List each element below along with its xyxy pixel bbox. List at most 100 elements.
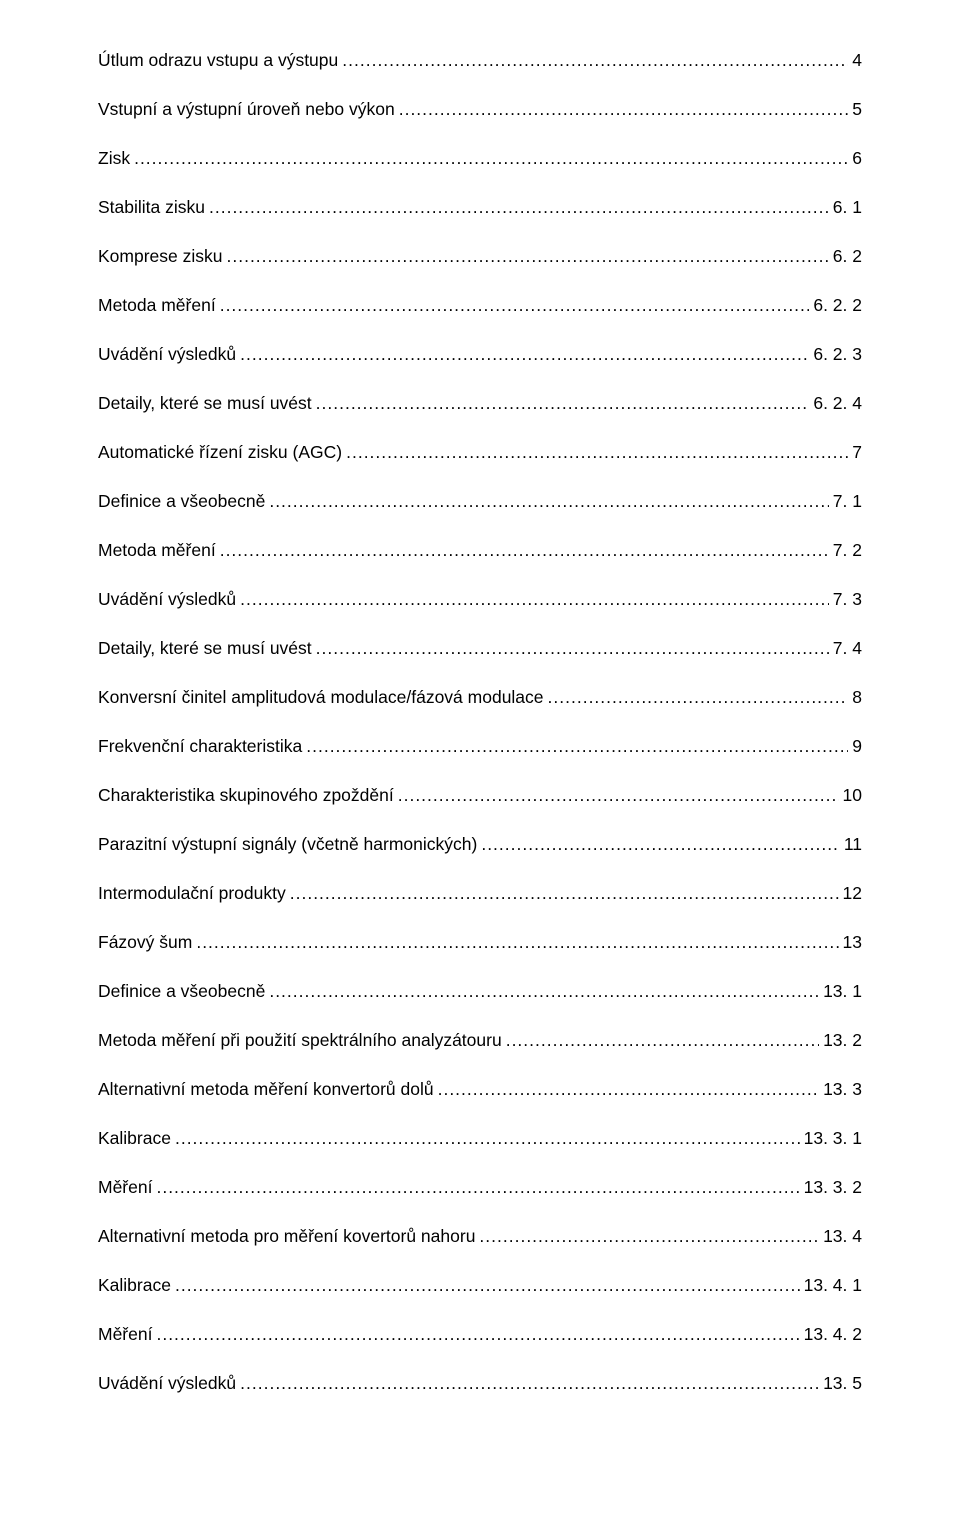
toc-entry: Kalibrace 13. 4. 1 [98, 1273, 862, 1298]
toc-title: Alternativní metoda měření konvertorů do… [98, 1077, 434, 1102]
toc-entry: Parazitní výstupní signály (včetně harmo… [98, 832, 862, 857]
toc-leader-dots [152, 1322, 799, 1347]
toc-entry: Měření 13. 4. 2 [98, 1322, 862, 1347]
toc-entry: Metoda měření 7. 2 [98, 538, 862, 563]
toc-entry: Intermodulační produkty 12 [98, 881, 862, 906]
toc-entry: Zisk 6 [98, 146, 862, 171]
toc-entry: Vstupní a výstupní úroveň nebo výkon 5 [98, 97, 862, 122]
toc-title: Metoda měření [98, 538, 216, 563]
toc-leader-dots [544, 685, 849, 710]
toc-title: Alternativní metoda pro měření kovertorů… [98, 1224, 475, 1249]
toc-entry: Metoda měření při použití spektrálního a… [98, 1028, 862, 1053]
toc-number: 7. 2 [829, 538, 862, 563]
toc-entry: Konversní činitel amplitudová modulace/f… [98, 685, 862, 710]
toc-leader-dots [265, 979, 819, 1004]
toc-entry: Komprese zisku 6. 2 [98, 244, 862, 269]
toc-number: 6. 1 [829, 195, 862, 220]
toc-number: 13. 1 [819, 979, 862, 1004]
toc-entry: Útlum odrazu vstupu a výstupu 4 [98, 48, 862, 73]
toc-number: 13. 4. 2 [800, 1322, 862, 1347]
toc-number: 13. 4 [819, 1224, 862, 1249]
toc-entry: Charakteristika skupinového zpoždění 10 [98, 783, 862, 808]
toc-entry: Uvádění výsledků 6. 2. 3 [98, 342, 862, 367]
toc-number: 9 [848, 734, 862, 759]
toc-number: 6. 2. 2 [809, 293, 862, 318]
toc-leader-dots [477, 832, 840, 857]
toc-title: Automatické řízení zisku (AGC) [98, 440, 342, 465]
toc-title: Stabilita zisku [98, 195, 205, 220]
toc-leader-dots [223, 244, 829, 269]
toc-title: Metoda měření [98, 293, 216, 318]
toc-entry: Alternativní metoda pro měření kovertorů… [98, 1224, 862, 1249]
toc-number: 7. 3 [829, 587, 862, 612]
toc-leader-dots [394, 783, 839, 808]
toc-leader-dots [171, 1273, 800, 1298]
table-of-contents: Útlum odrazu vstupu a výstupu 4 Vstupní … [98, 48, 862, 1396]
toc-leader-dots [312, 636, 829, 661]
toc-entry: Automatické řízení zisku (AGC) 7 [98, 440, 862, 465]
toc-entry: Měření 13. 3. 2 [98, 1175, 862, 1200]
toc-leader-dots [312, 391, 810, 416]
toc-number: 7. 1 [829, 489, 862, 514]
toc-leader-dots [236, 1371, 819, 1396]
toc-number: 4 [848, 48, 862, 73]
toc-title: Zisk [98, 146, 130, 171]
toc-title: Konversní činitel amplitudová modulace/f… [98, 685, 544, 710]
toc-number: 6. 2 [829, 244, 862, 269]
toc-title: Uvádění výsledků [98, 1371, 236, 1396]
toc-entry: Alternativní metoda měření konvertorů do… [98, 1077, 862, 1102]
toc-title: Fázový šum [98, 930, 192, 955]
toc-number: 12 [839, 881, 862, 906]
toc-entry: Frekvenční charakteristika 9 [98, 734, 862, 759]
toc-leader-dots [216, 293, 810, 318]
toc-leader-dots [338, 48, 848, 73]
toc-leader-dots [130, 146, 848, 171]
toc-number: 13. 3. 2 [800, 1175, 862, 1200]
toc-entry: Metoda měření 6. 2. 2 [98, 293, 862, 318]
toc-number: 5 [848, 97, 862, 122]
toc-number: 13. 5 [819, 1371, 862, 1396]
toc-entry: Detaily, které se musí uvést 7. 4 [98, 636, 862, 661]
toc-number: 13. 3 [819, 1077, 862, 1102]
toc-entry: Stabilita zisku 6. 1 [98, 195, 862, 220]
toc-leader-dots [171, 1126, 800, 1151]
toc-entry: Definice a všeobecně 13. 1 [98, 979, 862, 1004]
toc-number: 13. 3. 1 [800, 1126, 862, 1151]
toc-leader-dots [265, 489, 828, 514]
toc-leader-dots [236, 587, 829, 612]
toc-title: Kalibrace [98, 1273, 171, 1298]
toc-title: Parazitní výstupní signály (včetně harmo… [98, 832, 477, 857]
toc-title: Detaily, které se musí uvést [98, 636, 312, 661]
toc-leader-dots [502, 1028, 819, 1053]
toc-leader-dots [205, 195, 829, 220]
toc-title: Definice a všeobecně [98, 979, 265, 1004]
toc-number: 13. 2 [819, 1028, 862, 1053]
toc-leader-dots [216, 538, 829, 563]
toc-leader-dots [395, 97, 849, 122]
toc-leader-dots [302, 734, 848, 759]
toc-leader-dots [434, 1077, 819, 1102]
toc-title: Metoda měření při použití spektrálního a… [98, 1028, 502, 1053]
toc-title: Kalibrace [98, 1126, 171, 1151]
toc-leader-dots [342, 440, 848, 465]
toc-entry: Definice a všeobecně 7. 1 [98, 489, 862, 514]
toc-title: Detaily, které se musí uvést [98, 391, 312, 416]
toc-title: Měření [98, 1175, 152, 1200]
toc-title: Komprese zisku [98, 244, 223, 269]
toc-number: 6 [848, 146, 862, 171]
toc-title: Útlum odrazu vstupu a výstupu [98, 48, 338, 73]
toc-number: 6. 2. 4 [809, 391, 862, 416]
toc-title: Definice a všeobecně [98, 489, 265, 514]
toc-title: Uvádění výsledků [98, 342, 236, 367]
toc-entry: Uvádění výsledků 7. 3 [98, 587, 862, 612]
toc-entry: Uvádění výsledků 13. 5 [98, 1371, 862, 1396]
toc-title: Frekvenční charakteristika [98, 734, 302, 759]
toc-title: Charakteristika skupinového zpoždění [98, 783, 394, 808]
toc-entry: Detaily, které se musí uvést 6. 2. 4 [98, 391, 862, 416]
toc-title: Vstupní a výstupní úroveň nebo výkon [98, 97, 395, 122]
toc-entry: Fázový šum 13 [98, 930, 862, 955]
toc-title: Uvádění výsledků [98, 587, 236, 612]
toc-leader-dots [286, 881, 839, 906]
toc-number: 13. 4. 1 [800, 1273, 862, 1298]
toc-number: 8 [848, 685, 862, 710]
